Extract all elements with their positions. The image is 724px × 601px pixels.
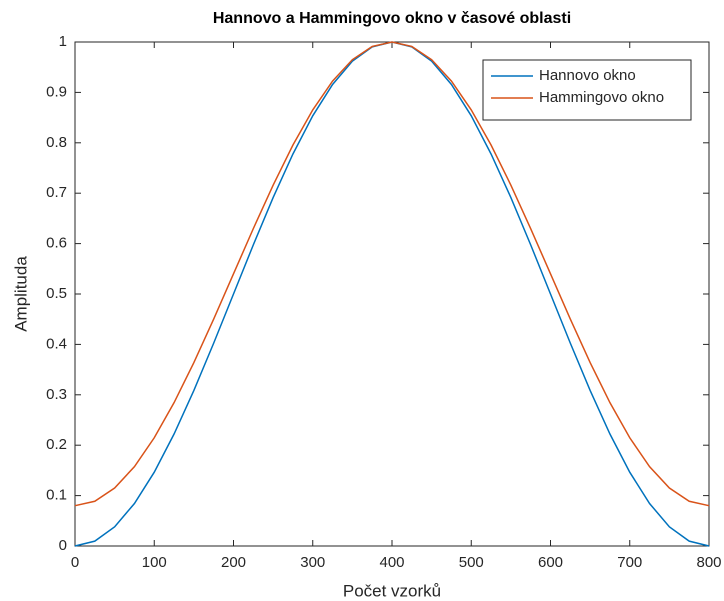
y-tick-label: 0.3: [46, 386, 67, 403]
x-tick-label: 500: [459, 554, 484, 571]
y-tick-label: 1: [59, 33, 67, 50]
y-tick-label: 0: [59, 537, 67, 554]
y-tick-label: 0.1: [46, 487, 67, 504]
legend-box: [482, 59, 692, 121]
x-axis-label: Počet vzorků: [343, 581, 441, 600]
x-tick-label: 200: [221, 554, 246, 571]
x-tick-label: 300: [300, 554, 325, 571]
x-tick-label: 0: [71, 554, 79, 571]
x-tick-label: 800: [696, 554, 721, 571]
chart-title: Hannovo a Hammingovo okno v časové oblas…: [213, 10, 571, 27]
y-tick-label: 0.5: [46, 285, 67, 302]
y-axis-label: Amplituda: [11, 256, 30, 332]
legend-label: Hannovo okno: [539, 67, 636, 84]
y-tick-label: 0.9: [46, 83, 67, 100]
x-tick-label: 400: [379, 554, 404, 571]
legend-label: Hammingovo okno: [539, 89, 664, 106]
y-tick-label: 0.7: [46, 184, 67, 201]
y-tick-label: 0.2: [46, 436, 67, 453]
line-series: [74, 41, 710, 507]
y-tick-label: 0.4: [46, 335, 67, 352]
y-tick-label: 0.6: [46, 235, 67, 252]
x-tick-label: 700: [617, 554, 642, 571]
x-tick-label: 600: [538, 554, 563, 571]
y-tick-label: 0.8: [46, 134, 67, 151]
x-tick-label: 100: [142, 554, 167, 571]
